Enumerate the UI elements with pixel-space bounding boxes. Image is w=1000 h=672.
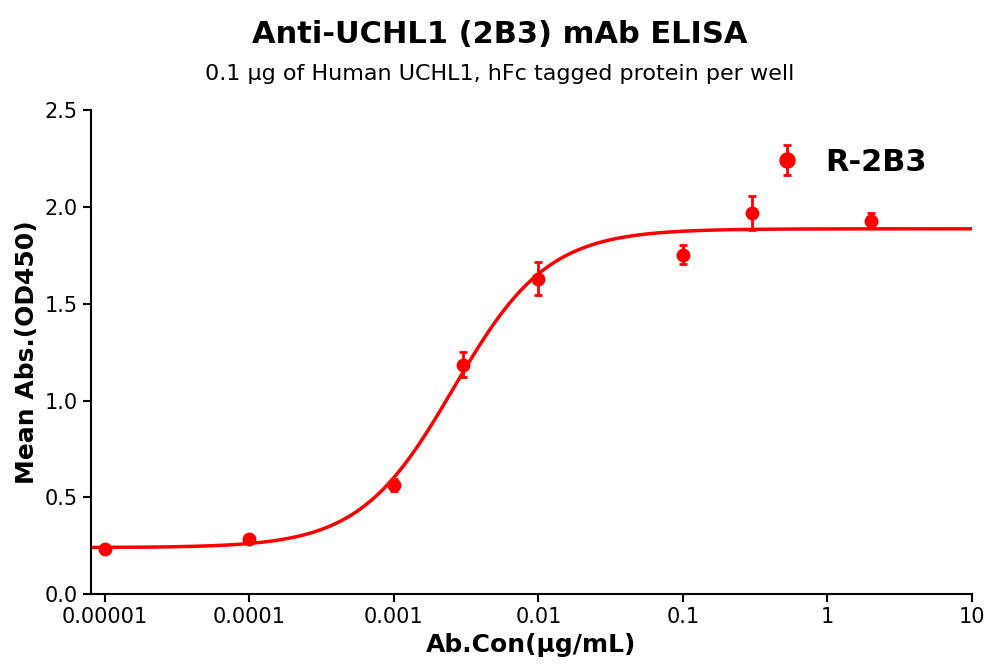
- Text: 0.1 μg of Human UCHL1, hFc tagged protein per well: 0.1 μg of Human UCHL1, hFc tagged protei…: [205, 64, 795, 84]
- Y-axis label: Mean Abs.(OD450): Mean Abs.(OD450): [15, 220, 39, 484]
- Legend: R-2B3: R-2B3: [752, 135, 939, 189]
- X-axis label: Ab.Con(μg/mL): Ab.Con(μg/mL): [426, 633, 637, 657]
- Text: Anti-UCHL1 (2B3) mAb ELISA: Anti-UCHL1 (2B3) mAb ELISA: [252, 20, 748, 49]
